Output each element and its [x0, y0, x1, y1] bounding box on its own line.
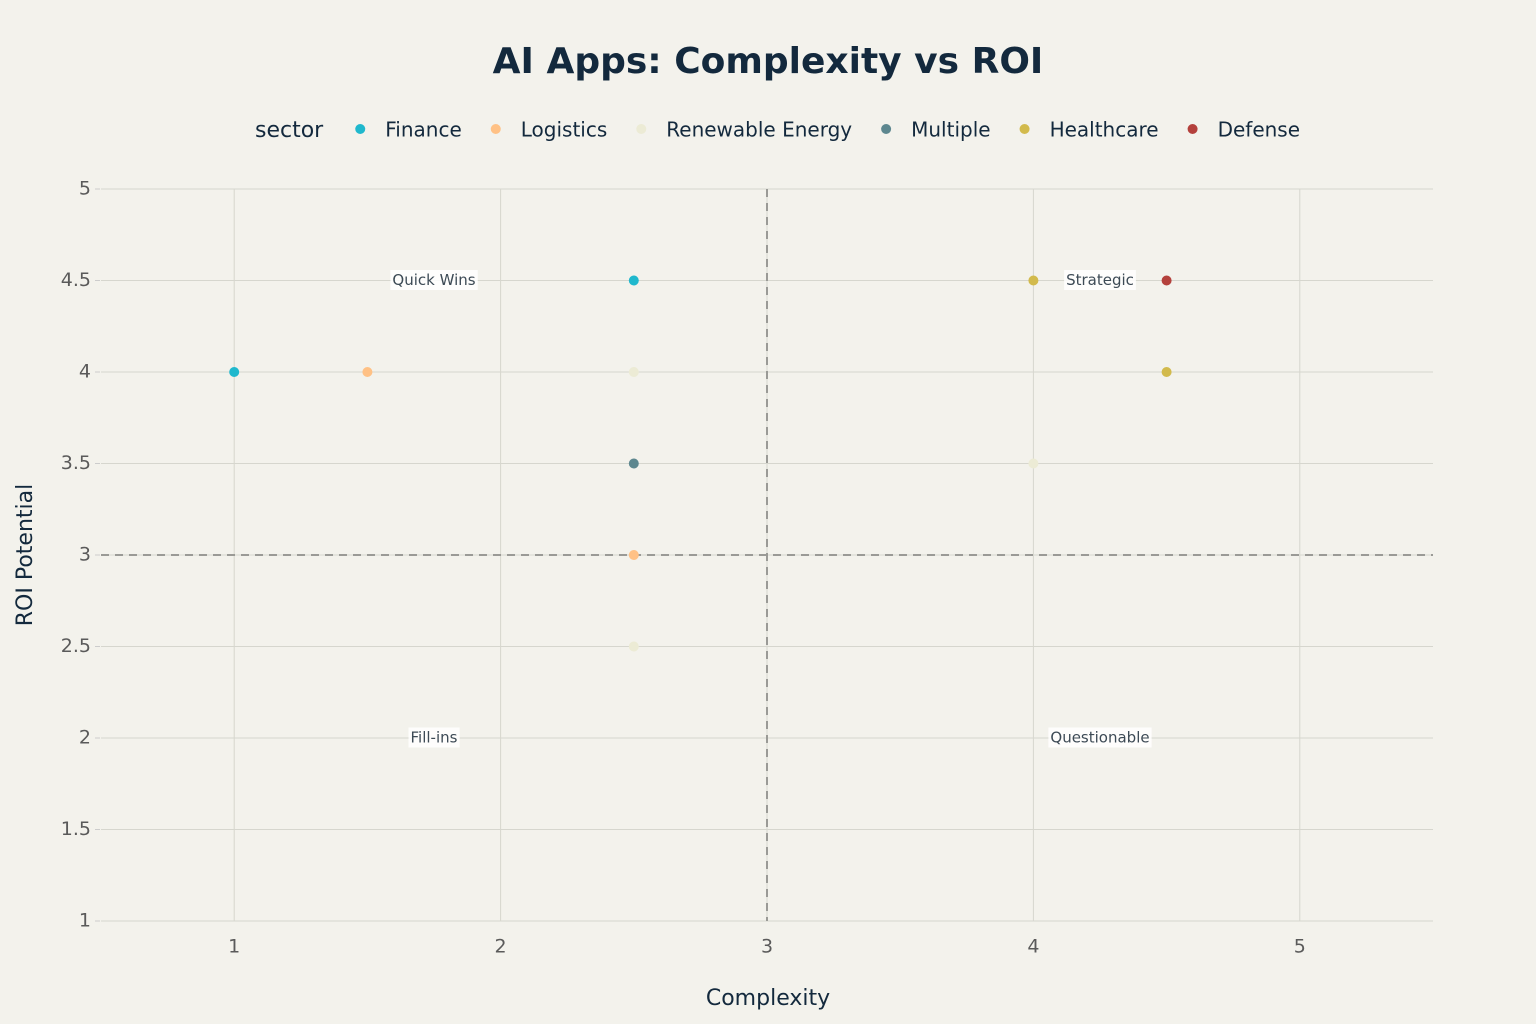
- annotation-text: Strategic: [1066, 271, 1134, 289]
- y-tick-label: 3: [79, 544, 91, 566]
- legend-marker: [490, 124, 501, 134]
- y-tick-label: 4.5: [61, 269, 91, 291]
- point: [362, 367, 373, 377]
- legend-label: Renewable Energy: [666, 118, 852, 142]
- chart-title: AI Apps: Complexity vs ROI: [493, 41, 1044, 82]
- x-tick-label: 4: [1027, 936, 1039, 958]
- annotation-box: [390, 270, 478, 290]
- legend-label: Multiple: [911, 118, 990, 142]
- legend-marker: [355, 124, 366, 134]
- annotation-box: [1064, 270, 1136, 290]
- annotation-text: Questionable: [1050, 729, 1149, 747]
- x-axis-label: Complexity: [706, 986, 830, 1011]
- legend-label: Healthcare: [1050, 118, 1159, 142]
- x-tick-label: 3: [761, 936, 773, 958]
- point: [628, 275, 639, 286]
- x-tick-label: 2: [495, 936, 507, 958]
- legend-marker: [1187, 124, 1198, 134]
- y-tick-label: 2.5: [61, 635, 91, 657]
- legend-label: Logistics: [521, 118, 608, 142]
- y-tick-label: 3.5: [61, 452, 91, 474]
- point: [1161, 367, 1172, 377]
- annotation: Questionable: [1048, 727, 1152, 748]
- y-tick-label: 1: [79, 910, 91, 932]
- annotation-text: Fill-ins: [411, 729, 458, 747]
- point: [1028, 458, 1039, 469]
- annotation-box: [1048, 727, 1152, 748]
- point: [628, 550, 639, 560]
- point: [1161, 275, 1172, 286]
- point: [628, 367, 639, 377]
- y-axis-label: ROI Potential: [13, 484, 38, 626]
- point: [229, 367, 240, 377]
- legend-label: Defense: [1218, 118, 1300, 142]
- y-tick-label: 2: [79, 727, 91, 749]
- legend-title: sector: [255, 118, 324, 143]
- point: [628, 458, 639, 469]
- legend-marker: [881, 124, 892, 134]
- annotation: Strategic: [1064, 270, 1136, 290]
- y-tick-label: 5: [79, 178, 91, 200]
- y-tick-label: 1.5: [61, 818, 91, 840]
- x-tick-label: 1: [228, 936, 240, 958]
- annotation-text: Quick Wins: [392, 271, 475, 289]
- y-tick-label: 4: [79, 361, 91, 383]
- point: [1028, 275, 1039, 286]
- annotation: Quick Wins: [390, 270, 478, 290]
- legend-marker: [1019, 124, 1030, 134]
- point: [628, 641, 639, 652]
- x-tick-label: 5: [1294, 936, 1306, 958]
- legend-label: Finance: [385, 118, 462, 142]
- annotation-box: [408, 727, 460, 748]
- annotation: Fill-ins: [408, 727, 460, 748]
- legend-marker: [636, 124, 647, 134]
